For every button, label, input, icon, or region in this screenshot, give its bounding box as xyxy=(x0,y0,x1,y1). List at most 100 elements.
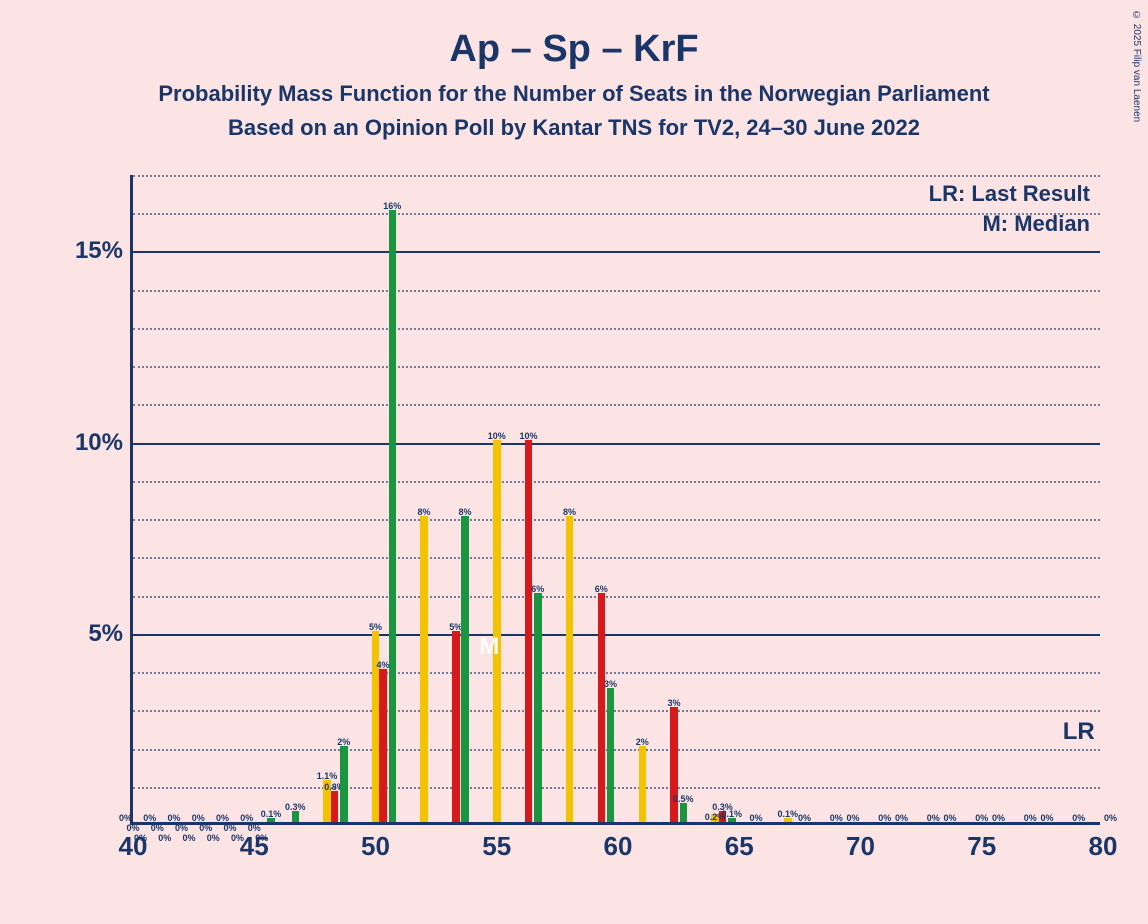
x-axis-label: 60 xyxy=(604,831,633,862)
bar-value-label: 0% xyxy=(1072,813,1085,823)
bar xyxy=(493,440,501,822)
gridline-major xyxy=(133,251,1100,253)
bar-value-label: 0.1% xyxy=(721,809,742,819)
bar xyxy=(420,516,428,822)
bar-value-label: 5% xyxy=(369,622,382,632)
legend: LR: Last Result M: Median xyxy=(929,181,1090,241)
bar xyxy=(389,210,397,822)
subtitle-2: Based on an Opinion Poll by Kantar TNS f… xyxy=(0,115,1148,141)
bar-value-label: 1.1% xyxy=(317,771,338,781)
copyright-text: © 2025 Filip van Laenen xyxy=(1131,10,1142,122)
y-axis-label: 15% xyxy=(63,237,123,265)
bar-value-label: 0% xyxy=(927,813,940,823)
bar-value-label: 0% xyxy=(846,813,859,823)
bar-value-label: 0% xyxy=(143,813,156,823)
bar-value-label: 0% xyxy=(830,813,843,823)
bar-value-label: 0% xyxy=(749,813,762,823)
gridline-major xyxy=(133,634,1100,636)
gridline-minor xyxy=(133,213,1100,215)
bar-value-label: 0% xyxy=(240,813,253,823)
bar-value-label: 0.5% xyxy=(673,794,694,804)
bar-value-label: 6% xyxy=(531,584,544,594)
bar xyxy=(452,631,460,822)
x-axis-label: 75 xyxy=(967,831,996,862)
bar-value-label: 0% xyxy=(167,813,180,823)
gridline-minor xyxy=(133,175,1100,177)
gridline-minor xyxy=(133,404,1100,406)
gridline-minor xyxy=(133,328,1100,330)
bar-value-label: 0% xyxy=(223,823,236,833)
bar-value-label: 0% xyxy=(878,813,891,823)
bar-value-label: 0% xyxy=(158,833,171,843)
bar-value-label: 0% xyxy=(255,833,268,843)
bar xyxy=(598,593,606,822)
bar xyxy=(331,791,339,822)
gridline-minor xyxy=(133,787,1100,789)
bar xyxy=(607,688,615,822)
bar xyxy=(525,440,533,822)
median-marker: M xyxy=(479,633,499,661)
bar-value-label: 0.1% xyxy=(261,809,282,819)
bar xyxy=(292,811,300,822)
y-axis-label: 5% xyxy=(63,620,123,648)
bar-value-label: 6% xyxy=(595,584,608,594)
bar-value-label: 0% xyxy=(975,813,988,823)
gridline-minor xyxy=(133,672,1100,674)
bar-value-label: 0% xyxy=(134,833,147,843)
x-axis-label: 70 xyxy=(846,831,875,862)
gridline-minor xyxy=(133,481,1100,483)
bar-value-label: 0% xyxy=(1024,813,1037,823)
x-axis-label: 55 xyxy=(482,831,511,862)
bar-value-label: 0% xyxy=(798,813,811,823)
gridline-minor xyxy=(133,557,1100,559)
bar-value-label: 0% xyxy=(1040,813,1053,823)
legend-lr: LR: Last Result xyxy=(929,181,1090,207)
x-axis-label: 50 xyxy=(361,831,390,862)
bar-value-label: 0% xyxy=(248,823,261,833)
chart-container: LR: Last Result M: Median 5%10%15%404550… xyxy=(60,175,1110,875)
bar-value-label: 0% xyxy=(992,813,1005,823)
bar-value-label: 2% xyxy=(636,737,649,747)
bar-value-label: 0% xyxy=(175,823,188,833)
bar-value-label: 3% xyxy=(667,698,680,708)
x-axis-label: 65 xyxy=(725,831,754,862)
gridline-minor xyxy=(133,519,1100,521)
gridline-minor xyxy=(133,596,1100,598)
gridline-major xyxy=(133,443,1100,445)
gridline-minor xyxy=(133,710,1100,712)
bar-value-label: 0% xyxy=(207,833,220,843)
bar-value-label: 16% xyxy=(383,201,401,211)
y-axis-label: 10% xyxy=(63,429,123,457)
title-block: Ap – Sp – KrF Probability Mass Function … xyxy=(0,0,1148,141)
bar-value-label: 0.1% xyxy=(777,809,798,819)
bar-value-label: 0% xyxy=(895,813,908,823)
bar xyxy=(461,516,469,822)
bar-value-label: 0% xyxy=(199,823,212,833)
bar-value-label: 0% xyxy=(192,813,205,823)
main-title: Ap – Sp – KrF xyxy=(0,28,1148,71)
bar-value-label: 0% xyxy=(216,813,229,823)
bar-value-label: 0% xyxy=(151,823,164,833)
bar-value-label: 0% xyxy=(182,833,195,843)
gridline-minor xyxy=(133,366,1100,368)
gridline-minor xyxy=(133,290,1100,292)
bar-value-label: 0% xyxy=(119,813,132,823)
bar-value-label: 2% xyxy=(337,737,350,747)
gridline-minor xyxy=(133,749,1100,751)
bar xyxy=(639,746,647,822)
plot-area: LR: Last Result M: Median 5%10%15%404550… xyxy=(130,175,1100,825)
bar-value-label: 10% xyxy=(488,431,506,441)
bar xyxy=(379,669,387,822)
bar-value-label: 0% xyxy=(943,813,956,823)
bar-value-label: 10% xyxy=(519,431,537,441)
bar-value-label: 0% xyxy=(126,823,139,833)
bar-value-label: 0.3% xyxy=(285,802,306,812)
subtitle-1: Probability Mass Function for the Number… xyxy=(0,81,1148,107)
bar-value-label: 8% xyxy=(563,507,576,517)
bar xyxy=(680,803,688,822)
bar-value-label: 0% xyxy=(1104,813,1117,823)
bar-value-label: 8% xyxy=(417,507,430,517)
bar-value-label: 8% xyxy=(458,507,471,517)
x-axis-label: 80 xyxy=(1089,831,1118,862)
bar xyxy=(566,516,574,822)
